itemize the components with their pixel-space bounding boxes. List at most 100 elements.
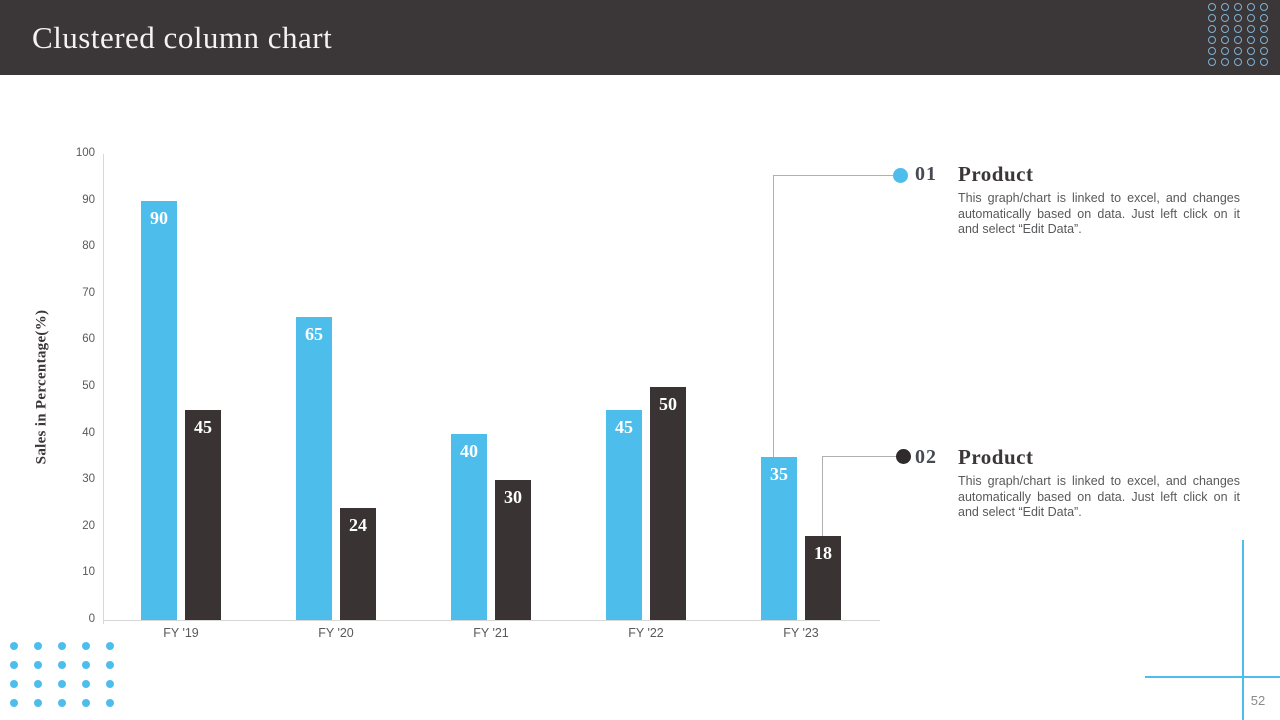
ring-dot xyxy=(1208,14,1216,22)
ring-dot xyxy=(1260,58,1268,66)
y-axis-tick-label: 20 xyxy=(82,519,95,532)
filled-dot xyxy=(10,680,18,688)
ring-dot xyxy=(1247,3,1255,11)
bar-value-label: 40 xyxy=(460,440,478,461)
filled-dot xyxy=(10,642,18,650)
filled-dot xyxy=(34,680,42,688)
ring-dot xyxy=(1234,47,1242,55)
bar-value-label: 90 xyxy=(150,207,168,228)
filled-dot xyxy=(34,699,42,707)
ring-dot xyxy=(1208,25,1216,33)
filled-dot xyxy=(106,699,114,707)
ring-dot xyxy=(1247,14,1255,22)
x-axis-category-label: FY '21 xyxy=(473,626,509,640)
y-axis-line xyxy=(103,154,104,624)
bar-product01-fy23[interactable]: 35 xyxy=(761,456,797,620)
callout-02: 02 Product This graph/chart is linked to… xyxy=(915,444,1247,521)
ring-dot xyxy=(1221,47,1229,55)
ring-dot xyxy=(1221,25,1229,33)
bar-value-label: 18 xyxy=(814,543,832,564)
bar-product02-fy23[interactable]: 18 xyxy=(805,536,841,620)
bar-product02-fy20[interactable]: 24 xyxy=(340,508,376,620)
y-axis-tick-label: 90 xyxy=(82,193,95,206)
slide-header: Clustered column chart xyxy=(0,0,1280,75)
ring-dot xyxy=(1260,14,1268,22)
bar-value-label: 45 xyxy=(194,417,212,438)
bar-product01-fy21[interactable]: 40 xyxy=(451,433,487,620)
callout-01-description: This graph/chart is linked to excel, and… xyxy=(958,191,1240,236)
ring-dot xyxy=(1247,47,1255,55)
filled-dot xyxy=(82,699,90,707)
ring-dot xyxy=(1260,3,1268,11)
callout-02-heading: 02 Product xyxy=(915,444,1247,469)
y-axis-tick-label: 10 xyxy=(82,566,95,579)
filled-dot xyxy=(58,661,66,669)
ring-dot xyxy=(1208,36,1216,44)
callout-connector-vertical-01 xyxy=(773,175,774,457)
x-axis-category-label: FY '19 xyxy=(163,626,199,640)
bar-value-label: 45 xyxy=(615,417,633,438)
y-axis-tick-label: 40 xyxy=(82,426,95,439)
x-axis-category-label: FY '22 xyxy=(628,626,664,640)
ring-dot xyxy=(1221,58,1229,66)
callout-02-title: Product xyxy=(958,444,1034,469)
bar-product01-fy19[interactable]: 90 xyxy=(141,200,177,620)
y-axis-tick-label: 80 xyxy=(82,240,95,253)
filled-dot xyxy=(82,661,90,669)
y-axis-title: Sales in Percentage(%) xyxy=(33,309,50,465)
filled-dot xyxy=(58,642,66,650)
ring-dot xyxy=(1247,25,1255,33)
y-axis-tick-label: 0 xyxy=(88,613,95,625)
decor-crosshair-vertical-line xyxy=(1242,540,1244,720)
callout-02-number: 02 xyxy=(915,445,937,468)
callout-connector-horizontal-01 xyxy=(773,175,893,176)
callout-01-heading: 01 Product xyxy=(915,161,1247,186)
ring-dot xyxy=(1247,36,1255,44)
bar-value-label: 50 xyxy=(659,394,677,414)
callout-02-description: This graph/chart is linked to excel, and… xyxy=(958,474,1240,519)
ring-dot xyxy=(1208,58,1216,66)
ring-dot xyxy=(1221,36,1229,44)
x-axis-line xyxy=(103,620,880,621)
ring-dot xyxy=(1234,25,1242,33)
callout-01-title: Product xyxy=(958,161,1034,186)
bar-product02-fy19[interactable]: 45 xyxy=(185,410,221,620)
ring-dot xyxy=(1234,3,1242,11)
ring-dot xyxy=(1208,47,1216,55)
bar-value-label: 24 xyxy=(349,515,367,536)
ring-dot xyxy=(1247,58,1255,66)
bar-product02-fy21[interactable]: 30 xyxy=(495,480,531,620)
filled-dot xyxy=(106,661,114,669)
y-axis-tick-label: 70 xyxy=(82,286,95,299)
x-axis-category-label: FY '20 xyxy=(318,626,354,640)
slide-title: Clustered column chart xyxy=(32,20,333,55)
y-axis-tick-label: 50 xyxy=(82,380,95,392)
bar-value-label: 30 xyxy=(504,487,522,508)
filled-dot xyxy=(106,680,114,688)
filled-dot xyxy=(58,680,66,688)
x-axis-category-label: FY '23 xyxy=(783,626,819,640)
y-axis-tick-label: 100 xyxy=(75,147,95,159)
y-axis-tick-label: 60 xyxy=(82,333,95,346)
callout-02-marker-dot xyxy=(896,449,911,464)
ring-dot xyxy=(1260,25,1268,33)
ring-dot xyxy=(1260,36,1268,44)
decor-dot-grid-top-right xyxy=(1208,3,1268,66)
bar-product01-fy20[interactable]: 65 xyxy=(296,317,332,620)
bar-value-label: 35 xyxy=(770,463,788,484)
filled-dot xyxy=(10,661,18,669)
filled-dot xyxy=(34,642,42,650)
ring-dot xyxy=(1234,36,1242,44)
ring-dot xyxy=(1221,14,1229,22)
page-number: 52 xyxy=(1250,693,1266,708)
ring-dot xyxy=(1260,47,1268,55)
y-axis-tick-label: 30 xyxy=(82,473,95,486)
ring-dot xyxy=(1234,14,1242,22)
decor-dot-grid-bottom-left xyxy=(10,642,114,707)
bar-product01-fy22[interactable]: 45 xyxy=(606,410,642,620)
bar-product02-fy22[interactable]: 50 xyxy=(650,387,686,620)
callout-01: 01 Product This graph/chart is linked to… xyxy=(915,161,1247,238)
callout-01-marker-dot xyxy=(893,168,908,183)
